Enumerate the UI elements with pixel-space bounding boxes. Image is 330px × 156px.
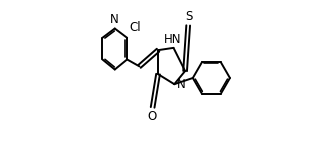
Text: N: N <box>177 78 185 91</box>
Text: N: N <box>110 13 118 26</box>
Text: HN: HN <box>164 33 182 46</box>
Text: S: S <box>185 10 193 23</box>
Text: O: O <box>147 110 156 123</box>
Text: Cl: Cl <box>129 21 141 34</box>
